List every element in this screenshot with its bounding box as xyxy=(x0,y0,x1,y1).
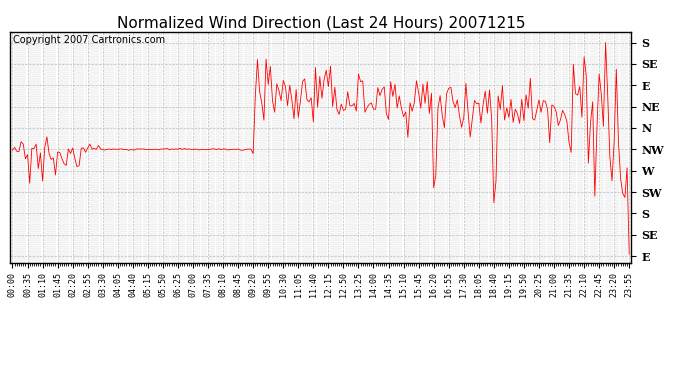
Text: Copyright 2007 Cartronics.com: Copyright 2007 Cartronics.com xyxy=(14,35,166,45)
Title: Normalized Wind Direction (Last 24 Hours) 20071215: Normalized Wind Direction (Last 24 Hours… xyxy=(117,16,525,31)
